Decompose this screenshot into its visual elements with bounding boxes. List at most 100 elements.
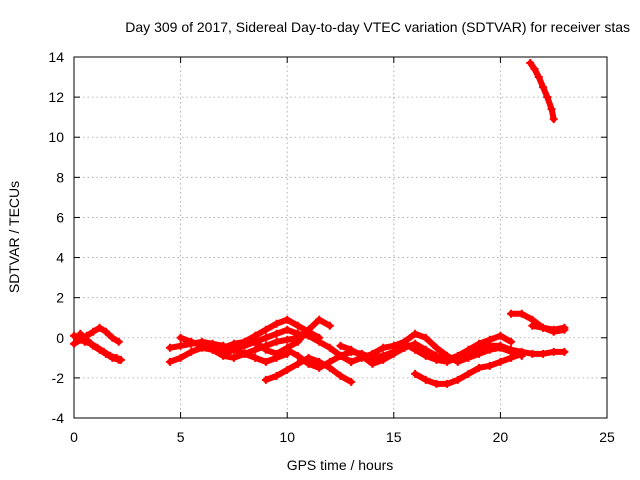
y-tick-label: -2 (52, 370, 65, 386)
data-point (197, 341, 206, 350)
data-point (528, 349, 537, 358)
y-tick-label: 6 (56, 209, 64, 225)
data-point (304, 325, 313, 334)
data-point (108, 333, 117, 342)
axis-ticks: 0 5 10 15 20 25 -4 -2 0 2 4 6 8 10 12 14 (48, 49, 615, 445)
chart-title: Day 309 of 2017, Sidereal Day-to-day VTE… (125, 19, 630, 35)
data-point (315, 315, 324, 324)
data-point (389, 349, 398, 358)
data-point (517, 347, 526, 356)
y-tick-label: 2 (56, 290, 64, 306)
data-point (108, 353, 117, 362)
data-point (229, 353, 238, 362)
plot-frame (73, 56, 608, 419)
data-point (421, 333, 430, 342)
data-point (114, 355, 123, 364)
data-marks (70, 59, 569, 388)
data-point (95, 323, 104, 332)
data-track-track-n (401, 340, 568, 365)
data-point (453, 353, 462, 362)
data-point (560, 323, 569, 332)
data-point (347, 377, 356, 386)
data-point (534, 73, 543, 82)
data-point (336, 351, 345, 360)
data-point (283, 325, 292, 334)
data-point (539, 349, 548, 358)
x-tick-label: 10 (279, 429, 295, 445)
data-point (176, 353, 185, 362)
data-point (400, 339, 409, 348)
data-point (315, 363, 324, 372)
data-point (475, 363, 484, 372)
data-point (549, 115, 558, 124)
data-point (261, 375, 270, 384)
data-point (165, 357, 174, 366)
data-point (251, 337, 260, 346)
data-point (76, 329, 85, 338)
data-point (560, 347, 569, 356)
data-point (368, 349, 377, 358)
data-point (496, 341, 505, 350)
data-point (272, 337, 281, 346)
data-point (251, 353, 260, 362)
data-point (315, 337, 324, 346)
data-point (82, 335, 91, 344)
data-point (379, 343, 388, 352)
data-point (432, 343, 441, 352)
data-point (526, 59, 535, 68)
data-point (293, 329, 302, 338)
data-point (89, 327, 98, 336)
y-tick-label: 12 (48, 89, 64, 105)
data-point (283, 335, 292, 344)
data-point (261, 333, 270, 342)
data-point (272, 319, 281, 328)
data-point (432, 355, 441, 364)
y-tick-label: -4 (52, 410, 65, 426)
data-point (539, 323, 548, 332)
data-track-track-p (529, 322, 568, 333)
data-point (261, 357, 270, 366)
data-point (432, 379, 441, 388)
data-point (507, 353, 516, 362)
data-point (389, 341, 398, 350)
data-point (485, 341, 494, 350)
data-point (411, 369, 420, 378)
data-point (530, 65, 539, 74)
data-point (421, 375, 430, 384)
data-point (443, 379, 452, 388)
data-point (507, 309, 516, 318)
data-point (176, 333, 185, 342)
data-point (549, 325, 558, 334)
x-tick-label: 5 (177, 429, 185, 445)
y-tick-label: 0 (56, 330, 64, 346)
x-tick-label: 25 (599, 429, 615, 445)
data-point (293, 321, 302, 330)
data-point (368, 359, 377, 368)
data-point (293, 359, 302, 368)
data-point (114, 337, 123, 346)
data-point (464, 369, 473, 378)
data-point (379, 355, 388, 364)
y-tick-label: 4 (56, 250, 64, 266)
data-point (283, 345, 292, 354)
data-point (187, 347, 196, 356)
data-point (272, 349, 281, 358)
data-point (507, 337, 516, 346)
y-tick-label: 8 (56, 169, 64, 185)
data-point (219, 349, 228, 358)
y-tick-label: 10 (48, 129, 64, 145)
data-point (283, 315, 292, 324)
data-point (539, 83, 548, 92)
data-point (496, 331, 505, 340)
data-point (549, 347, 558, 356)
data-point (293, 351, 302, 360)
data-point (443, 357, 452, 366)
y-axis-label: SDTVAR / TECUs (6, 181, 22, 293)
data-point (70, 339, 78, 348)
y-tick-label: 14 (48, 49, 64, 65)
x-axis-label: GPS time / hours (287, 457, 394, 473)
data-point (229, 345, 238, 354)
data-point (304, 359, 313, 368)
